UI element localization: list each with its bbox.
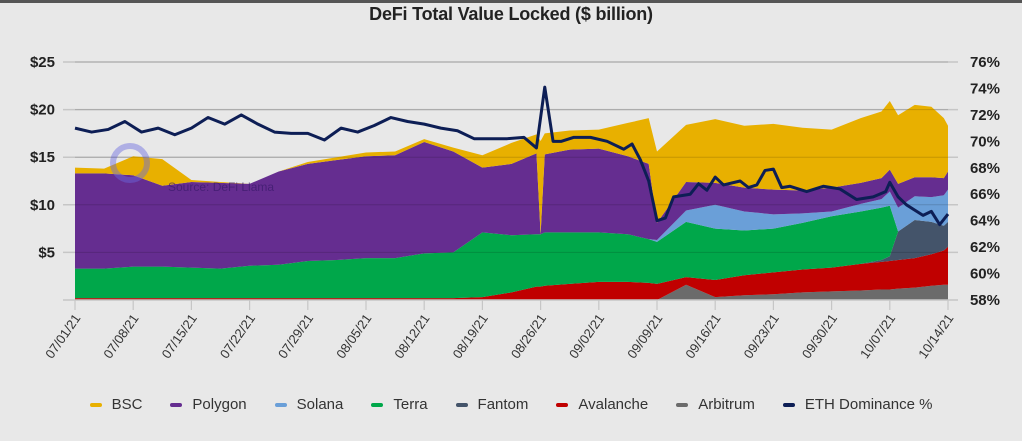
x-tick-label: 07/08/21 xyxy=(100,311,141,361)
legend-item-bsc: BSC xyxy=(89,396,143,413)
x-tick-label: 07/22/21 xyxy=(217,311,258,361)
area-terra xyxy=(75,205,948,299)
legend-swatch xyxy=(274,402,287,407)
legend-label: ETH Dominance % xyxy=(804,396,933,413)
legend-swatch xyxy=(676,402,689,407)
legend-label: Polygon xyxy=(192,396,247,413)
legend-label: Arbitrum xyxy=(698,396,755,413)
legend-item-arbitrum: Arbitrum xyxy=(676,396,755,413)
y2-tick-label: 62% xyxy=(970,239,1000,256)
logo-icon xyxy=(110,143,150,183)
x-tick-label: 09/16/21 xyxy=(682,311,723,361)
legend-swatch xyxy=(556,402,569,407)
area-polygon xyxy=(75,141,948,269)
x-tick-label: 07/15/21 xyxy=(159,311,200,361)
x-tick-label: 10/07/21 xyxy=(857,311,898,361)
legend-swatch xyxy=(371,402,384,407)
line-eth-dominance xyxy=(74,85,950,227)
x-tick-label: 07/29/21 xyxy=(275,311,316,361)
area-solana xyxy=(75,189,948,269)
legend-label: Terra xyxy=(393,396,428,413)
legend-swatch xyxy=(89,402,102,407)
y-tick-label: $10 xyxy=(30,197,55,214)
x-tick-label: 09/02/21 xyxy=(566,311,607,361)
legend-item-avalanche: Avalanche xyxy=(556,396,648,413)
legend-label: Fantom xyxy=(477,396,529,413)
x-tick-label: 09/23/21 xyxy=(741,311,782,361)
y2-tick-label: 76% xyxy=(970,54,1000,71)
x-tick-label: 08/19/21 xyxy=(450,311,491,361)
y2-tick-label: 58% xyxy=(970,292,1000,309)
source-annotation: Source: DeFi Llama xyxy=(168,180,274,194)
x-tick-label: 07/01/21 xyxy=(42,311,83,361)
x-tick-label: 10/14/21 xyxy=(915,311,956,361)
legend-label: Solana xyxy=(296,396,344,413)
y2-tick-label: 70% xyxy=(970,133,1000,150)
legend-label: BSC xyxy=(111,396,143,413)
top-bar xyxy=(0,0,1022,3)
y2-tick-label: 68% xyxy=(970,160,1000,177)
y2-tick-label: 64% xyxy=(970,213,1000,230)
x-tick-label: 08/26/21 xyxy=(508,311,549,361)
x-tick-label: 08/12/21 xyxy=(391,311,432,361)
x-tick-label: 09/09/21 xyxy=(624,311,665,361)
y-tick-label: $20 xyxy=(30,102,55,119)
y-tick-label: $25 xyxy=(30,54,55,71)
legend-swatch xyxy=(455,402,468,407)
source-watermark: Source: DeFi Llama xyxy=(110,143,274,194)
chart-title: DeFi Total Value Locked ($ billion) xyxy=(369,4,653,24)
legend: BSC Polygon Solana Terra Fantom Avalanche Arbi… xyxy=(0,396,1022,413)
x-tick-label: 09/30/21 xyxy=(799,311,840,361)
area-series xyxy=(75,101,948,300)
y-tick-label: $5 xyxy=(38,244,55,261)
area-bsc xyxy=(75,101,948,235)
legend-swatch xyxy=(170,402,183,407)
legend-item-fantom: Fantom xyxy=(455,396,529,413)
eth-dominance-line xyxy=(74,61,950,253)
legend-item-solana: Solana xyxy=(274,396,344,413)
legend-swatch xyxy=(782,402,795,407)
legend-item-polygon: Polygon xyxy=(170,396,247,413)
area-avalanche xyxy=(75,246,948,300)
y-tick-label: $15 xyxy=(30,149,55,166)
y2-tick-label: 60% xyxy=(970,266,1000,283)
y2-tick-label: 74% xyxy=(970,80,1000,97)
area-arbitrum xyxy=(75,284,948,300)
legend-label: Avalanche xyxy=(578,396,649,413)
x-tick-label: 08/05/21 xyxy=(333,311,374,361)
legend-item-eth-dominance: ETH Dominance % xyxy=(782,396,933,413)
legend-item-terra: Terra xyxy=(371,396,428,413)
y2-tick-label: 66% xyxy=(970,186,1000,203)
y2-tick-label: 72% xyxy=(970,107,1000,124)
